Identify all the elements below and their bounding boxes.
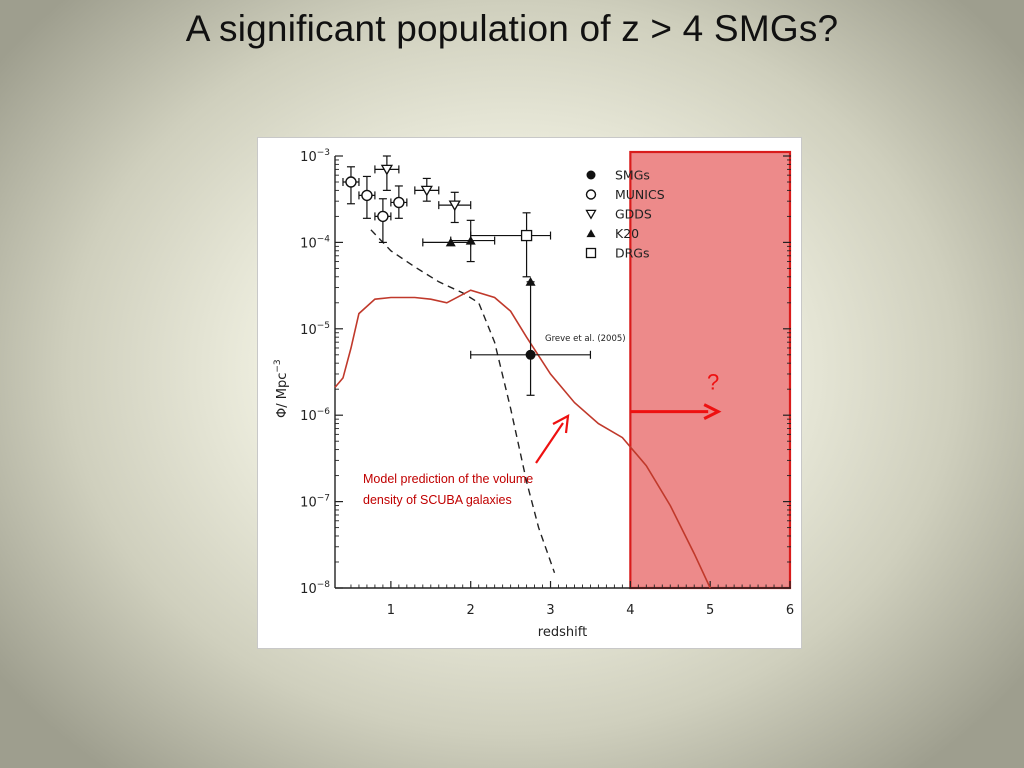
data-point-drgs [525,277,536,286]
data-point-munics [358,175,376,219]
model-curve-group [334,229,711,589]
legend: SMGs MUNICS GDDS K20 DRGs [585,168,665,261]
marker-drgs [525,277,536,286]
dashed-curve [370,229,556,574]
legend-marker-smgs [586,170,596,180]
x-tick-label: 6 [786,603,794,618]
data-point-gdds [414,177,440,202]
figure-panel: 1 2 3 4 5 6 redshift 10−3 10−4 10−5 10−6 10−7 10−8 Φ/… [257,137,802,649]
y-tick-label: 10−3 [300,148,330,165]
data-point-smgs [470,281,592,396]
axes-group: 1 2 3 4 5 6 redshift 10−3 10−4 10−5 10−6 10−7 10−8 Φ/… [273,148,794,640]
data-point-drgs [470,212,552,278]
arrow-head [703,403,722,420]
highlight-region-group [629,150,792,590]
marker-munics [361,189,373,202]
marker-gdds [420,185,433,197]
legend-label-drgs: DRGs [615,246,650,261]
data-point-k20 [450,219,496,263]
x-tick-label: 3 [546,603,554,618]
x-tick-label: 4 [626,603,634,618]
legend-marker-drgs [585,247,597,259]
y-tick-label: 10−7 [300,494,330,511]
legend-marker-gdds [585,209,597,220]
caption-line-1: Model prediction of the volume [363,472,533,486]
slide-title: A significant population of z > 4 SMGs? [185,8,839,49]
data-points-group [342,155,592,396]
data-point-munics [390,185,408,219]
data-point-munics [342,166,360,205]
caption-line-2: density of SCUBA galaxies [363,493,512,507]
y-tick-label: 10−4 [300,234,330,251]
x-tick-label: 2 [467,603,475,618]
data-point-k20 [422,237,472,247]
x-tick-label: 1 [387,603,395,618]
citation-label: Greve et al. (2005) [545,334,626,344]
marker-munics [393,196,405,209]
marker-k20 [465,235,476,245]
model-prediction-curve [334,289,711,589]
legend-marker-k20 [586,229,596,238]
marker-smgs [525,349,536,360]
y-tick-label: 10−6 [300,407,330,424]
marker-munics [345,176,357,188]
y-tick-label: 10−8 [300,580,330,597]
legend-marker-munics [585,189,597,200]
marker-drgs [520,229,533,242]
legend-label-gdds: GDDS [615,207,652,222]
legend-label-k20: K20 [615,226,639,241]
annotations-group: Greve et al. (2005)? Model prediction of … [363,334,722,507]
caption-arrow-head [552,414,570,434]
y-axis-label: Φ/ Mpc−3 [273,359,290,418]
highlight-region [629,150,792,590]
data-point-munics [374,198,392,244]
question-mark: ? [707,370,719,395]
marker-gdds [380,164,394,176]
legend-label-smgs: SMGs [615,168,650,183]
marker-munics [377,210,389,223]
data-point-gdds [374,155,400,191]
x-axis-label: redshift [538,625,587,640]
marker-gdds [448,200,461,212]
y-tick-label: 10−5 [300,321,330,338]
caption-arrow-shaft [535,422,564,464]
x-tick-label: 5 [706,603,714,618]
redshift-chart: 1 2 3 4 5 6 redshift 10−3 10−4 10−5 10−6 10−7 10−8 Φ/… [273,148,794,640]
legend-label-munics: MUNICS [615,187,665,202]
data-point-gdds [438,191,472,224]
